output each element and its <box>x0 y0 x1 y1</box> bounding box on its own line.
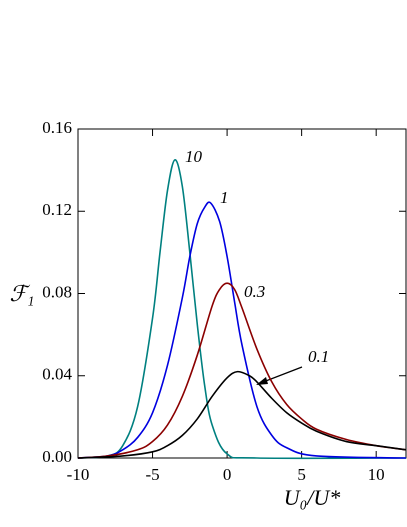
series-label: 1 <box>220 188 229 207</box>
y-tick-label: 0.08 <box>42 282 72 301</box>
series-line <box>77 282 407 459</box>
plot-frame <box>77 128 407 459</box>
x-tick-label: 0 <box>223 465 232 484</box>
x-tick-label: -10 <box>67 465 90 484</box>
series-label: 0.3 <box>244 282 265 301</box>
y-tick-label: 0.12 <box>42 200 72 219</box>
y-tick-label: 0.16 <box>42 118 72 137</box>
series-line <box>77 370 407 459</box>
x-axis-label: U₀/U* <box>284 485 341 510</box>
series-line <box>77 159 407 460</box>
y-tick-label: 0.04 <box>42 365 72 384</box>
y-axis-label: ℱ₁ <box>10 281 35 306</box>
series-label: 0.1 <box>308 347 329 366</box>
x-tick-label: -5 <box>145 465 159 484</box>
series-line <box>77 201 407 459</box>
x-tick-label: 5 <box>297 465 306 484</box>
y-tick-label: 0.00 <box>42 447 72 466</box>
series-label: 10 <box>185 147 203 166</box>
x-tick-label: 10 <box>368 465 385 484</box>
